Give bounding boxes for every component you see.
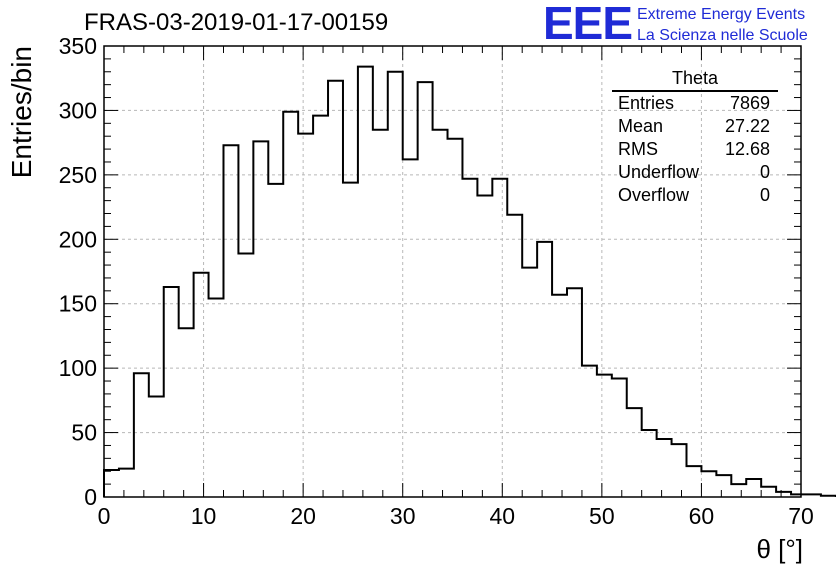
x-tick-label: 70 xyxy=(788,503,814,529)
stats-row-mean: Mean 27.22 xyxy=(612,115,778,138)
logo-caption-line-2: La Scienza nelle Scuole xyxy=(637,27,808,44)
stats-label: Entries xyxy=(618,93,675,113)
x-tick-label: 20 xyxy=(290,503,316,529)
logo-caption: Extreme Energy Events La Scienza nelle S… xyxy=(637,4,808,46)
stats-box: Theta Entries 7869 Mean 27.22 RMS 12.68 … xyxy=(612,68,778,207)
stats-label: Overflow xyxy=(618,185,690,205)
stats-value: 7869 xyxy=(729,93,770,113)
y-tick-label: 150 xyxy=(59,291,97,317)
plot-frame xyxy=(103,45,802,498)
x-tick-label: 60 xyxy=(689,503,715,529)
y-axis-label: Entries/bin xyxy=(6,46,37,178)
stats-value: 0 xyxy=(759,162,770,182)
y-tick-label: 350 xyxy=(59,33,97,59)
stats-box-title: Theta xyxy=(612,68,778,92)
grid-lines xyxy=(104,46,801,497)
stats-row-underflow: Underflow 0 xyxy=(612,161,778,184)
x-tick-label: 40 xyxy=(489,503,515,529)
x-tick-label: 50 xyxy=(589,503,615,529)
stats-value: 0 xyxy=(759,185,770,205)
x-axis-ticks: 0 10 20 30 40 50 60 70 xyxy=(98,503,814,529)
x-axis-label: θ [°] xyxy=(756,534,803,564)
eee-logo: EEE xyxy=(543,0,633,49)
y-tick-label: 0 xyxy=(84,484,97,510)
histogram-step-line xyxy=(103,65,836,497)
x-tick-label: 0 xyxy=(98,503,111,529)
stats-row-entries: Entries 7869 xyxy=(612,92,778,115)
stats-value: 12.68 xyxy=(724,139,770,159)
y-tick-label: 50 xyxy=(71,420,97,446)
y-tick-label: 100 xyxy=(59,355,97,381)
stats-row-overflow: Overflow 0 xyxy=(612,184,778,207)
y-axis-ticks: 0 50 100 150 200 250 300 350 xyxy=(59,33,97,510)
y-tick-label: 200 xyxy=(59,226,97,252)
stats-label: Mean xyxy=(618,116,664,136)
y-tick-label: 250 xyxy=(59,162,97,188)
stats-row-rms: RMS 12.68 xyxy=(612,138,778,161)
plot-title: FRAS-03-2019-01-17-00159 xyxy=(84,9,389,36)
logo-caption-line-1: Extreme Energy Events xyxy=(637,6,806,23)
stats-value: 27.22 xyxy=(724,116,770,136)
y-tick-label: 300 xyxy=(59,97,97,123)
stats-label: RMS xyxy=(618,139,658,159)
x-tick-label: 30 xyxy=(390,503,416,529)
x-tick-label: 10 xyxy=(191,503,217,529)
stats-label: Underflow xyxy=(618,162,700,182)
